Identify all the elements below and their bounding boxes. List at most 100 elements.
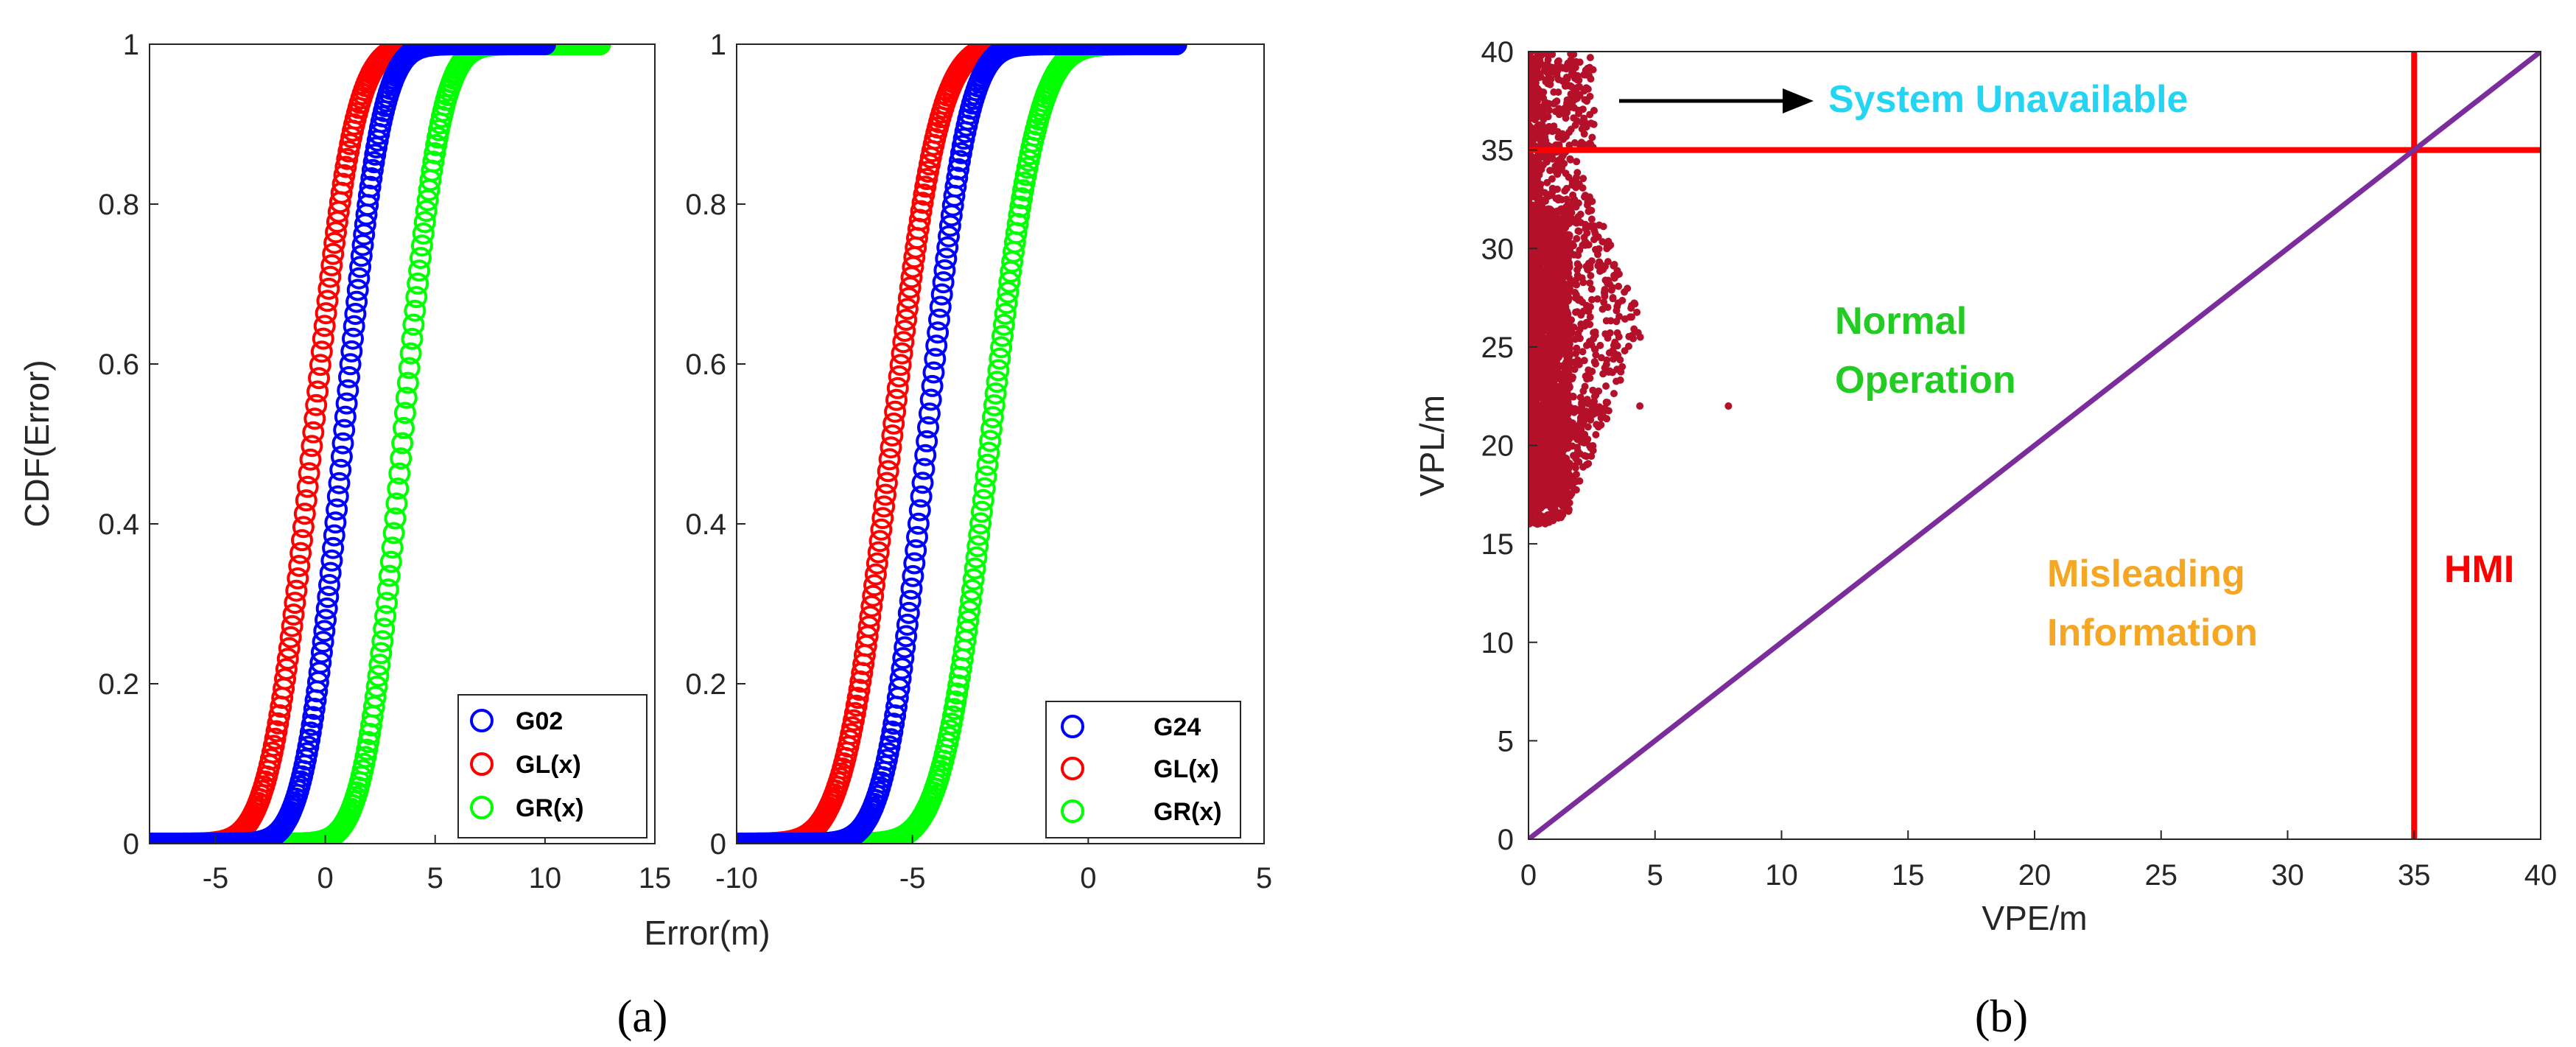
scatter-point [1579, 387, 1587, 395]
scatter-point [1583, 396, 1591, 404]
scatter-point [1610, 341, 1618, 349]
data-point [412, 223, 435, 245]
scatter-point [1589, 447, 1597, 455]
scatter-point [1545, 222, 1555, 231]
data-point [388, 462, 411, 485]
scatter-point [1531, 316, 1541, 326]
scatter-point [1588, 133, 1596, 141]
legend-label-g24: G24 [1154, 713, 1201, 741]
scatter-point [1536, 185, 1544, 193]
scatter-point [1553, 97, 1561, 105]
data-point [891, 342, 913, 365]
data-point [390, 447, 413, 470]
scatter-point [1551, 253, 1560, 262]
scatter-point [1551, 341, 1561, 351]
data-point [393, 402, 416, 424]
scatter-point [1580, 439, 1588, 447]
data-point [345, 290, 368, 313]
data-point [863, 574, 885, 597]
scatter-point [1579, 242, 1587, 249]
data-point [905, 539, 927, 561]
scatter-point [1634, 329, 1642, 337]
scatter-point [1576, 449, 1584, 458]
scatter-point [1529, 474, 1536, 483]
scatter-point [1596, 341, 1604, 349]
data-point [334, 405, 357, 428]
scatter-point [1590, 335, 1598, 343]
data-point [295, 489, 317, 512]
scatter-point [1582, 372, 1590, 380]
scatter-point [1593, 295, 1601, 303]
data-point [339, 353, 362, 376]
data-point [911, 472, 934, 494]
annotation-misleading: Misleading [2047, 553, 2245, 595]
scatter-point [1567, 125, 1575, 133]
scatter-point [1575, 228, 1583, 235]
data-point [928, 308, 950, 331]
scatter-point [1560, 302, 1570, 312]
legend-label-gr-a: GR(x) [516, 794, 584, 822]
scatter-point [1626, 313, 1634, 321]
data-point [964, 557, 986, 580]
data-point [970, 500, 993, 523]
data-point [291, 529, 313, 552]
scatter-point [1604, 368, 1612, 376]
scatter-point [1552, 323, 1562, 332]
scatter-point [1537, 466, 1546, 475]
data-point [312, 631, 334, 654]
data-point [860, 595, 883, 617]
data-point [276, 648, 299, 670]
scatter-point [1582, 452, 1590, 461]
data-point [859, 605, 882, 628]
scatter-point [1545, 305, 1554, 315]
scatter-point [1579, 105, 1587, 113]
data-point [333, 419, 356, 441]
data-point [896, 613, 919, 636]
scatter-point [1615, 333, 1623, 341]
data-point [317, 586, 340, 609]
scatter-point [1573, 470, 1580, 478]
x-tick-label: 35 [2398, 859, 2431, 892]
x-tick-label: 10 [529, 862, 562, 894]
y-tick-label: 25 [1481, 332, 1515, 364]
scatter-point [1590, 226, 1598, 234]
data-point [384, 507, 407, 530]
data-point [362, 151, 385, 174]
scatter-point [1529, 94, 1537, 102]
scatter-point [1534, 372, 1544, 382]
scatter-point [1543, 497, 1552, 506]
scatter-point [1588, 402, 1596, 410]
data-point [319, 265, 342, 288]
data-point [961, 578, 983, 601]
x-tick-label: 20 [2018, 859, 2052, 892]
scatter-point [1603, 356, 1611, 364]
data-point [351, 234, 374, 256]
data-point [897, 601, 920, 624]
data-point [264, 727, 287, 750]
data-point [305, 393, 328, 416]
data-point [410, 234, 433, 257]
scatter-point [1562, 395, 1572, 405]
scatter-point [1534, 128, 1542, 136]
scatter-point [1531, 237, 1541, 247]
y-tick-label: 0.4 [98, 508, 139, 541]
data-point [326, 485, 349, 508]
data-point [911, 192, 934, 214]
y-tick-label: 0.2 [98, 668, 139, 701]
scatter-point [1586, 321, 1594, 329]
data-point [965, 546, 988, 569]
scatter-point [1542, 77, 1550, 85]
scatter-point [1584, 259, 1593, 267]
scatter-point [1543, 178, 1551, 186]
data-point [870, 518, 893, 541]
scatter-point [1596, 421, 1604, 430]
data-point [1008, 204, 1031, 226]
data-point [885, 388, 908, 411]
scatter-point [1586, 279, 1594, 287]
data-point [376, 578, 399, 601]
data-point [424, 141, 446, 164]
scatter-point [1569, 71, 1577, 79]
data-point [331, 432, 354, 455]
scatter-point [1534, 122, 1541, 130]
